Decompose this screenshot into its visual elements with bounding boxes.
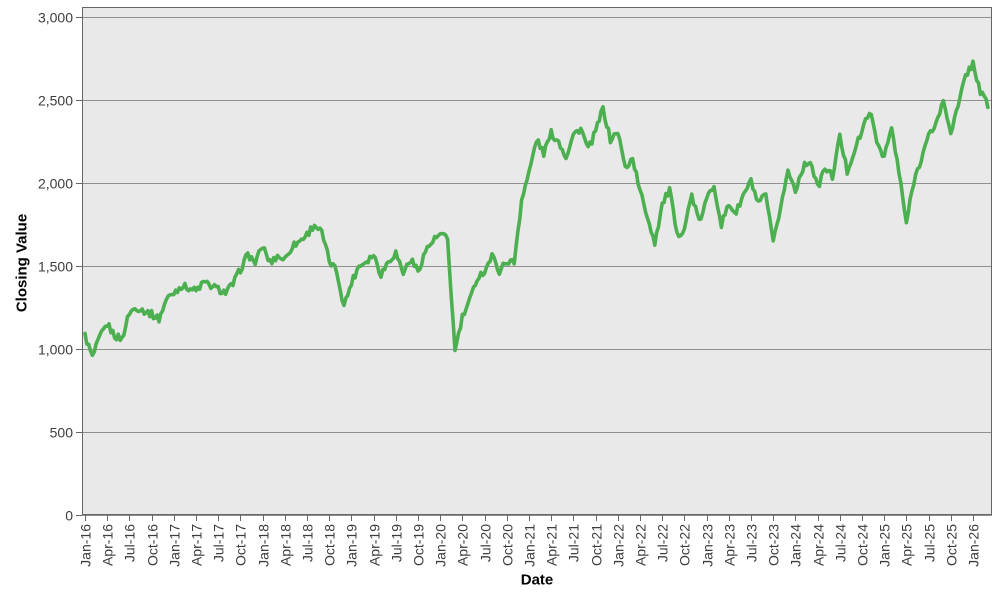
svg-text:Jul-16: Jul-16	[122, 524, 138, 562]
svg-text:Jan-16: Jan-16	[78, 524, 94, 567]
svg-text:Jan-19: Jan-19	[344, 524, 360, 567]
svg-text:Jul-18: Jul-18	[300, 524, 316, 562]
svg-text:Oct-18: Oct-18	[322, 524, 338, 566]
svg-text:Jan-18: Jan-18	[256, 524, 272, 567]
svg-text:Oct-16: Oct-16	[145, 524, 161, 566]
svg-text:Jan-22: Jan-22	[611, 524, 627, 567]
x-axis-tick-labels: Jan-16 Apr-16 Jul-16 Oct-16 Jan-17 Apr-17 Jul-…	[78, 524, 982, 567]
svg-text:Jul-24: Jul-24	[833, 524, 849, 562]
closing-value-line	[83, 59, 990, 358]
x-axis-ticks	[85, 515, 974, 521]
svg-text:Jul-22: Jul-22	[655, 524, 671, 562]
svg-text:Oct-23: Oct-23	[766, 524, 782, 566]
svg-text:Jan-23: Jan-23	[700, 524, 716, 567]
y-axis-ticks	[76, 17, 82, 516]
x-axis-title: Date	[520, 571, 554, 589]
svg-text:Oct-22: Oct-22	[677, 524, 693, 566]
svg-text:Jan-25: Jan-25	[877, 524, 893, 567]
svg-text:Apr-20: Apr-20	[455, 524, 471, 566]
svg-text:Apr-19: Apr-19	[367, 524, 383, 566]
svg-text:Apr-24: Apr-24	[811, 524, 827, 566]
svg-text:Apr-16: Apr-16	[100, 524, 116, 566]
svg-text:Oct-20: Oct-20	[500, 524, 516, 566]
svg-text:Apr-23: Apr-23	[722, 524, 738, 566]
svg-text:Jul-21: Jul-21	[566, 524, 582, 562]
svg-text:Jul-20: Jul-20	[478, 524, 494, 562]
plot-area	[82, 7, 992, 515]
svg-text:Jan-26: Jan-26	[966, 524, 982, 567]
svg-text:Jan-20: Jan-20	[433, 524, 449, 567]
svg-text:Jul-23: Jul-23	[744, 524, 760, 562]
svg-text:Apr-18: Apr-18	[278, 524, 294, 566]
svg-text:1,500: 1,500	[38, 259, 73, 275]
svg-text:Jul-25: Jul-25	[922, 524, 938, 562]
svg-text:0: 0	[65, 508, 73, 524]
svg-text:Apr-25: Apr-25	[899, 524, 915, 566]
svg-text:Apr-17: Apr-17	[189, 524, 205, 566]
svg-text:Apr-22: Apr-22	[633, 524, 649, 566]
svg-text:Oct-25: Oct-25	[944, 524, 960, 566]
svg-text:Jul-17: Jul-17	[211, 524, 227, 562]
svg-text:Oct-17: Oct-17	[233, 524, 249, 566]
svg-text:Jan-21: Jan-21	[522, 524, 538, 567]
svg-text:2,000: 2,000	[38, 176, 73, 192]
svg-text:Oct-24: Oct-24	[855, 524, 871, 566]
plot-border	[82, 7, 992, 515]
svg-text:500: 500	[50, 425, 74, 441]
svg-text:Apr-21: Apr-21	[544, 524, 560, 566]
y-axis-tick-labels: 0 500 1,000 1,500 2,000 2,500 3,000	[38, 10, 73, 524]
svg-text:1,000: 1,000	[38, 342, 73, 358]
svg-text:Jan-24: Jan-24	[788, 524, 804, 567]
svg-text:Jan-17: Jan-17	[167, 524, 183, 567]
y-axis-title: Closing Value	[13, 213, 31, 313]
svg-text:Oct-21: Oct-21	[589, 524, 605, 566]
svg-text:Jul-19: Jul-19	[389, 524, 405, 562]
gridlines	[82, 17, 992, 516]
svg-text:Oct-19: Oct-19	[411, 524, 427, 566]
svg-text:2,500: 2,500	[38, 93, 73, 109]
svg-text:3,000: 3,000	[38, 10, 73, 26]
